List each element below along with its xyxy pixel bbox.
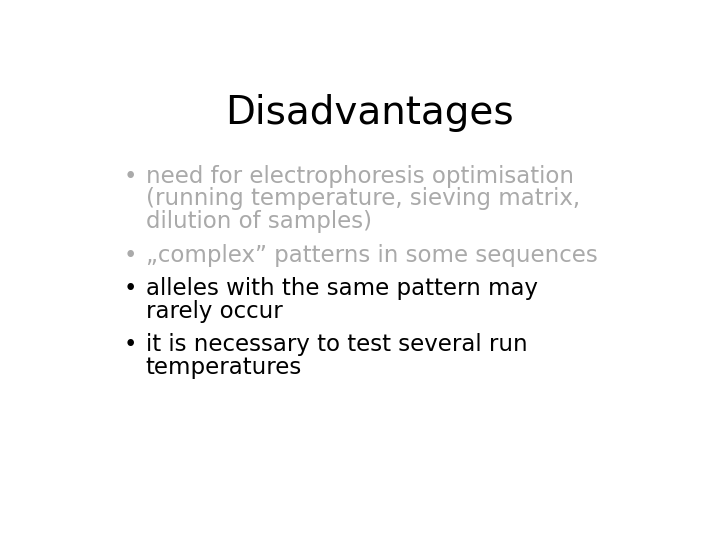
Text: alleles with the same pattern may: alleles with the same pattern may — [145, 277, 538, 300]
Text: temperatures: temperatures — [145, 356, 302, 379]
Text: (running temperature, sieving matrix,: (running temperature, sieving matrix, — [145, 187, 580, 211]
Text: it is necessary to test several run: it is necessary to test several run — [145, 333, 528, 356]
Text: rarely occur: rarely occur — [145, 300, 282, 323]
Text: dilution of samples): dilution of samples) — [145, 210, 372, 233]
Text: •: • — [124, 333, 137, 356]
Text: Disadvantages: Disadvantages — [225, 94, 513, 132]
Text: •: • — [124, 277, 137, 300]
Text: „complex” patterns in some sequences: „complex” patterns in some sequences — [145, 244, 598, 267]
Text: need for electrophoresis optimisation: need for electrophoresis optimisation — [145, 165, 574, 187]
Text: •: • — [124, 244, 137, 267]
Text: •: • — [124, 165, 137, 187]
